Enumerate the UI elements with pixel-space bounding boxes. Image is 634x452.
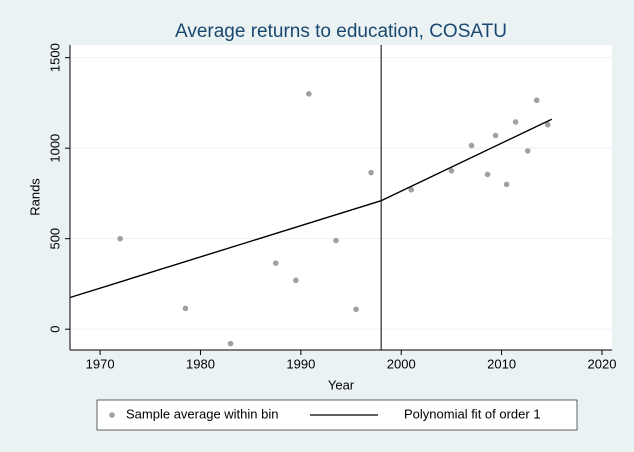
data-point bbox=[272, 260, 279, 266]
data-point bbox=[368, 169, 374, 176]
data-point bbox=[533, 97, 540, 104]
data-point bbox=[544, 121, 551, 128]
legend-symbol bbox=[109, 412, 115, 418]
data-point bbox=[182, 305, 189, 312]
data-point bbox=[512, 119, 519, 125]
data-point bbox=[468, 142, 475, 149]
x-tick-label: 2020 bbox=[588, 356, 617, 371]
legend-label: Sample average within bin bbox=[126, 406, 278, 421]
legend-label: Polynomial fit of order 1 bbox=[404, 406, 541, 421]
data-point bbox=[353, 306, 359, 313]
data-point bbox=[524, 148, 531, 154]
data-point bbox=[503, 181, 510, 188]
data-point bbox=[484, 171, 491, 178]
x-tick-label: 2000 bbox=[387, 356, 416, 371]
plot-area bbox=[70, 45, 612, 350]
data-point bbox=[333, 237, 339, 244]
data-point bbox=[492, 132, 499, 139]
x-tick-label: 1970 bbox=[86, 356, 115, 371]
x-tick-label: 1990 bbox=[286, 356, 315, 371]
y-tick-label: 1500 bbox=[47, 43, 62, 72]
data-point bbox=[448, 168, 455, 174]
chart-title: Average returns to education, COSATU bbox=[175, 21, 507, 42]
data-point bbox=[293, 277, 299, 284]
data-point bbox=[227, 340, 234, 347]
fit-line bbox=[69, 118, 553, 299]
x-axis-label: Year bbox=[328, 377, 355, 392]
y-tick-label: 500 bbox=[47, 228, 62, 250]
x-tick-label: 1980 bbox=[186, 356, 215, 371]
y-axis-label: Rands bbox=[27, 178, 42, 216]
x-tick-label: 2010 bbox=[487, 356, 516, 371]
y-tick-label: 1000 bbox=[47, 134, 62, 163]
data-point bbox=[117, 235, 123, 242]
data-point bbox=[408, 187, 415, 193]
data-point bbox=[306, 91, 312, 97]
y-tick-label: 0 bbox=[47, 326, 62, 333]
